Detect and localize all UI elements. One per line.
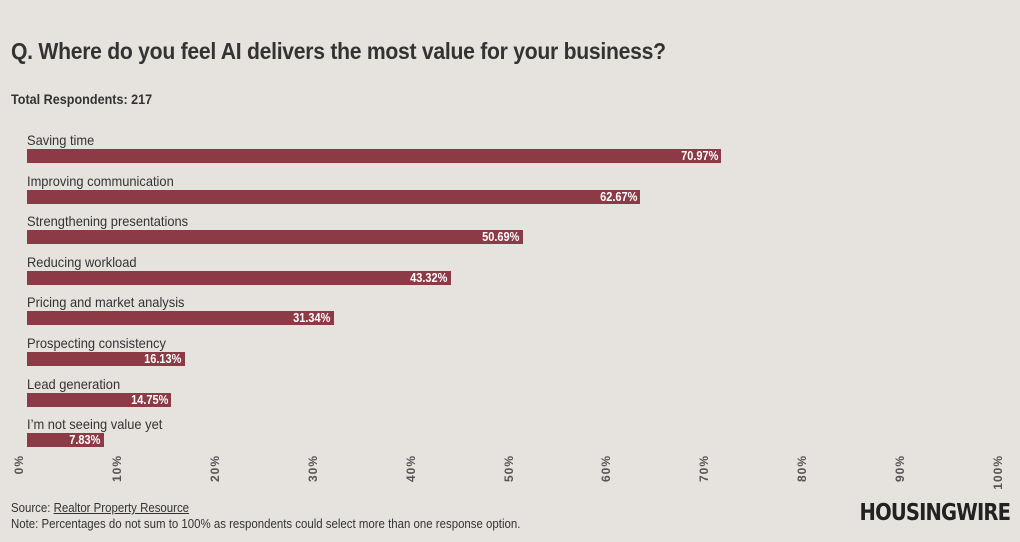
source-line: Source: Realtor Property Resource: [11, 500, 189, 515]
x-tick-label: 40%: [403, 455, 418, 483]
total-respondents: Total Respondents: 217: [11, 91, 153, 107]
bar: [27, 433, 104, 448]
x-tick-label: 50%: [501, 455, 516, 483]
housingwire-logo: HOUSINGWIRE: [859, 500, 1010, 526]
category-label: Lead generation: [27, 375, 121, 392]
category-label: Saving time: [27, 132, 95, 148]
source-link[interactable]: Realtor Property Resource: [53, 500, 190, 515]
x-tick-label: 20%: [207, 455, 222, 483]
x-tick-label: 10%: [109, 455, 124, 483]
bar: [27, 189, 640, 204]
category-label: Reducing workload: [27, 253, 137, 270]
x-tick-label: 100%: [991, 455, 1005, 490]
bar: [27, 311, 334, 326]
bar: [27, 230, 523, 245]
category-label: Prospecting consistency: [27, 335, 166, 351]
source-prefix: Source:: [11, 500, 54, 515]
category-label: I’m not seeing value yet: [27, 416, 163, 433]
value-label: 70.97%: [680, 149, 719, 163]
value-label: 14.75%: [130, 392, 169, 407]
bar: [27, 392, 172, 407]
category-label: Improving communication: [27, 172, 174, 189]
value-label: 31.34%: [293, 311, 331, 326]
value-label: 7.83%: [69, 433, 101, 448]
x-tick-label: 90%: [893, 455, 908, 483]
bar: [27, 352, 185, 366]
x-tick-label: 0%: [12, 455, 26, 475]
category-label: Pricing and market analysis: [27, 294, 185, 311]
bar: [27, 149, 722, 163]
chart-title: Q. Where do you feel AI delivers the mos…: [11, 38, 666, 64]
value-label: 16.13%: [144, 352, 182, 366]
x-tick-label: 70%: [697, 455, 712, 483]
value-label: 50.69%: [482, 230, 520, 245]
x-tick-label: 80%: [795, 455, 810, 483]
value-label: 43.32%: [410, 270, 448, 285]
x-tick-label: 30%: [305, 455, 320, 483]
x-tick-label: 60%: [599, 455, 614, 483]
footnote: Note: Percentages do not sum to 100% as …: [11, 516, 521, 531]
value-label: 62.67%: [599, 189, 637, 204]
bar: [27, 270, 451, 285]
category-label: Strengthening presentations: [27, 213, 189, 230]
